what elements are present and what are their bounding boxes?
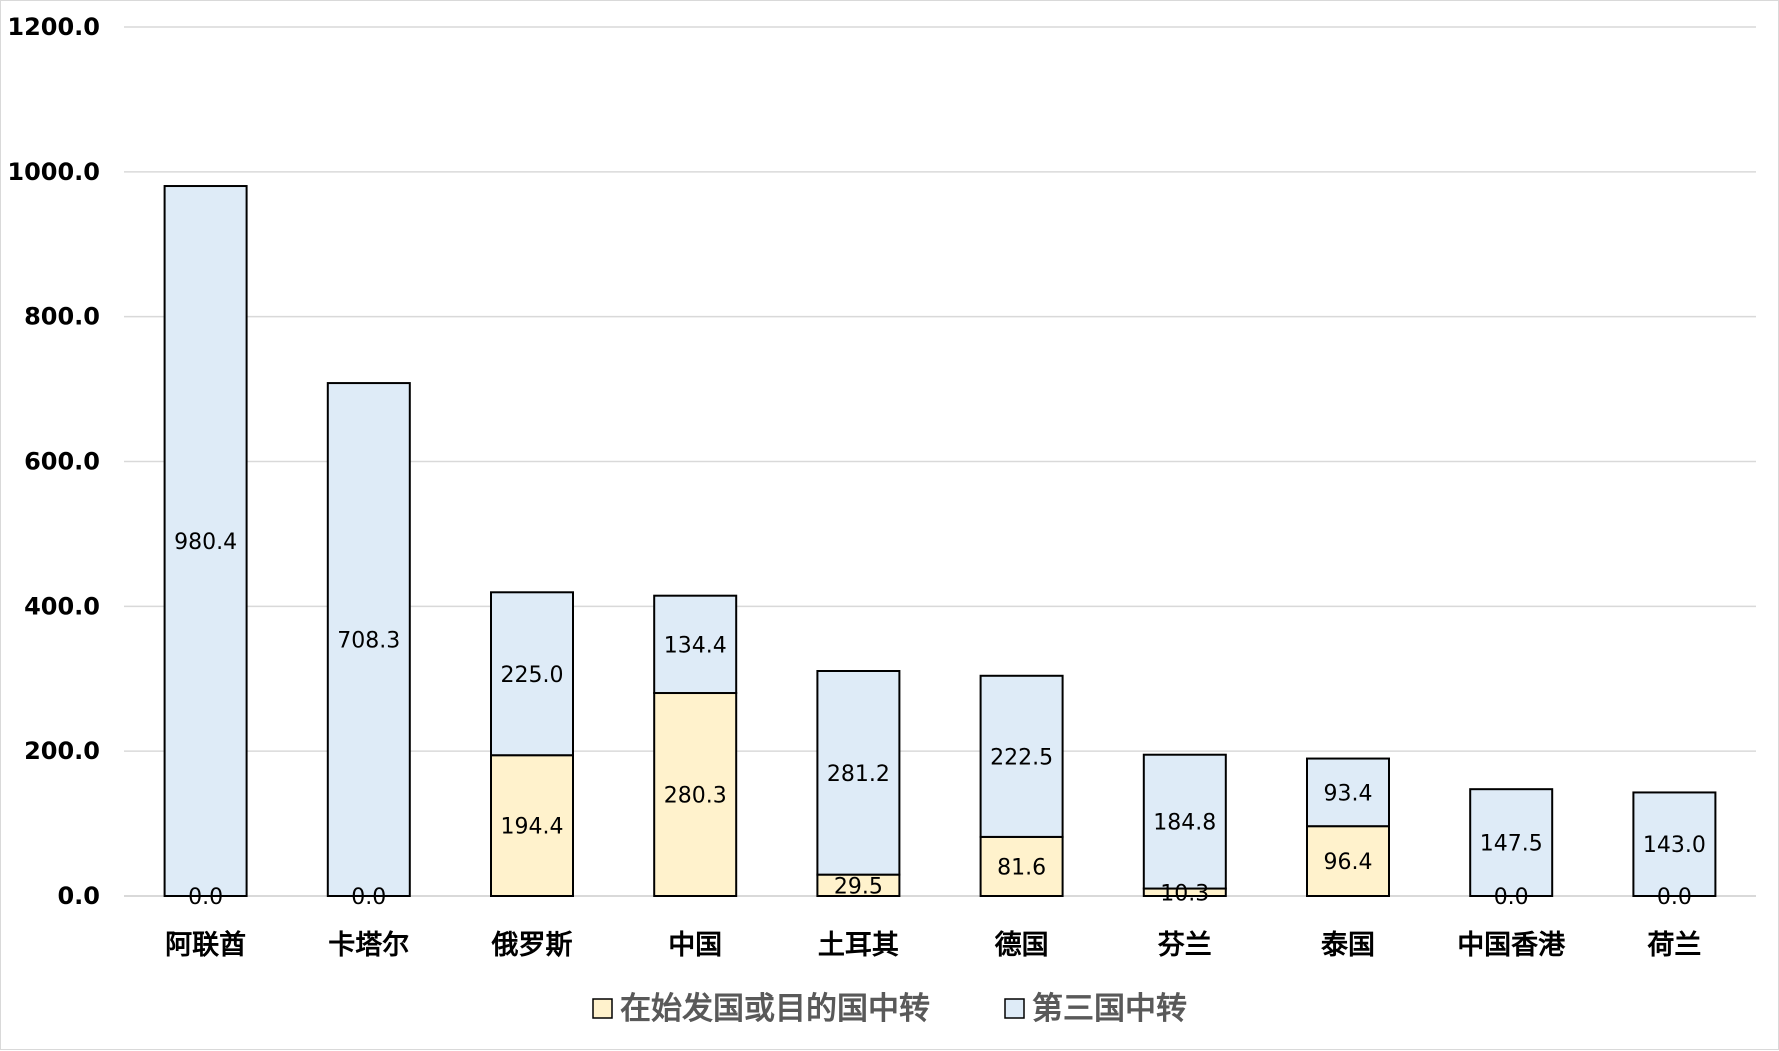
data-label-series-1: 0.0 <box>1657 885 1692 910</box>
data-label-series-2: 147.5 <box>1480 832 1543 857</box>
bar-segment-series-2 <box>1306 757 1390 828</box>
y-tick-label: 800.0 <box>24 303 100 331</box>
x-tick-label: 芬兰 <box>1158 930 1212 961</box>
data-label-series-1: 96.4 <box>1324 850 1373 875</box>
y-tick-label: 1000.0 <box>7 158 100 186</box>
data-labels: 0.0 980.4 0.0 708.3 194.4 225.0 280.3 134.4 29.5… <box>174 530 1706 910</box>
data-label-series-2: 93.4 <box>1324 781 1373 806</box>
data-label-series-2: 184.8 <box>1153 811 1216 836</box>
bar-segment-series-2 <box>163 185 248 898</box>
data-label-series-2: 134.4 <box>664 633 727 658</box>
x-tick-label: 中国香港 <box>1457 930 1566 961</box>
data-label-series-1: 280.3 <box>664 784 727 809</box>
bar-segment-series-2 <box>653 594 738 695</box>
y-tick-label: 1200.0 <box>7 13 100 41</box>
y-tick-label: 200.0 <box>24 737 100 765</box>
bar-segment-series-1 <box>653 692 738 898</box>
y-tick-label: 600.0 <box>24 448 100 476</box>
bars <box>163 185 1717 898</box>
y-tick-label: 0.0 <box>57 882 100 910</box>
data-label-series-1: 0.0 <box>1494 885 1529 910</box>
data-label-series-2: 708.3 <box>337 629 400 654</box>
y-tick-label: 400.0 <box>24 592 100 620</box>
x-tick-label: 荷兰 <box>1647 930 1701 961</box>
x-tick-label: 俄罗斯 <box>491 930 573 961</box>
data-label-series-1: 81.6 <box>997 855 1046 880</box>
bar-segment-series-2 <box>816 670 901 876</box>
x-tick-label: 卡塔尔 <box>328 930 409 961</box>
legend-label-series-1: 在始发国或目的国中转 <box>620 991 930 1027</box>
legend-label-series-2: 第三国中转 <box>1032 991 1187 1027</box>
data-label-series-1: 10.3 <box>1160 881 1209 906</box>
x-axis-ticks: 阿联酋 卡塔尔 俄罗斯 中国 土耳其 德国 芬兰 泰国 中国香港 荷兰 <box>165 929 1701 961</box>
legend: 在始发国或目的国中转 第三国中转 <box>592 991 1187 1027</box>
data-label-series-1: 0.0 <box>188 885 223 910</box>
bar-segment-series-1 <box>490 754 574 897</box>
legend-swatch-series-1 <box>592 998 613 1019</box>
bar-segment-series-1 <box>1306 825 1390 897</box>
x-tick-label: 土耳其 <box>818 930 899 961</box>
legend-swatch-series-2 <box>1004 998 1025 1019</box>
bar-segment-series-2 <box>979 674 1064 838</box>
data-label-series-1: 29.5 <box>834 874 883 899</box>
x-tick-label: 中国 <box>668 930 722 961</box>
bar-segment-series-2 <box>490 591 574 757</box>
data-label-series-1: 0.0 <box>351 885 386 910</box>
bar-segment-series-2 <box>1469 788 1554 898</box>
x-tick-label: 阿联酋 <box>165 929 246 961</box>
data-label-series-2: 143.0 <box>1643 833 1706 858</box>
y-axis-ticks: 0.0 200.0 400.0 600.0 800.0 1000.0 1200.0 <box>7 13 100 910</box>
data-label-series-1: 194.4 <box>501 815 564 840</box>
x-tick-label: 德国 <box>995 930 1049 961</box>
data-label-series-2: 222.5 <box>990 745 1053 770</box>
data-label-series-2: 281.2 <box>827 762 890 787</box>
data-label-series-2: 225.0 <box>501 663 564 688</box>
bar-segment-series-2 <box>1632 791 1717 897</box>
bar-segment-series-2 <box>1142 753 1227 890</box>
x-tick-label: 泰国 <box>1321 930 1375 961</box>
data-label-series-2: 980.4 <box>174 530 237 555</box>
bar-segment-series-2 <box>326 382 411 897</box>
